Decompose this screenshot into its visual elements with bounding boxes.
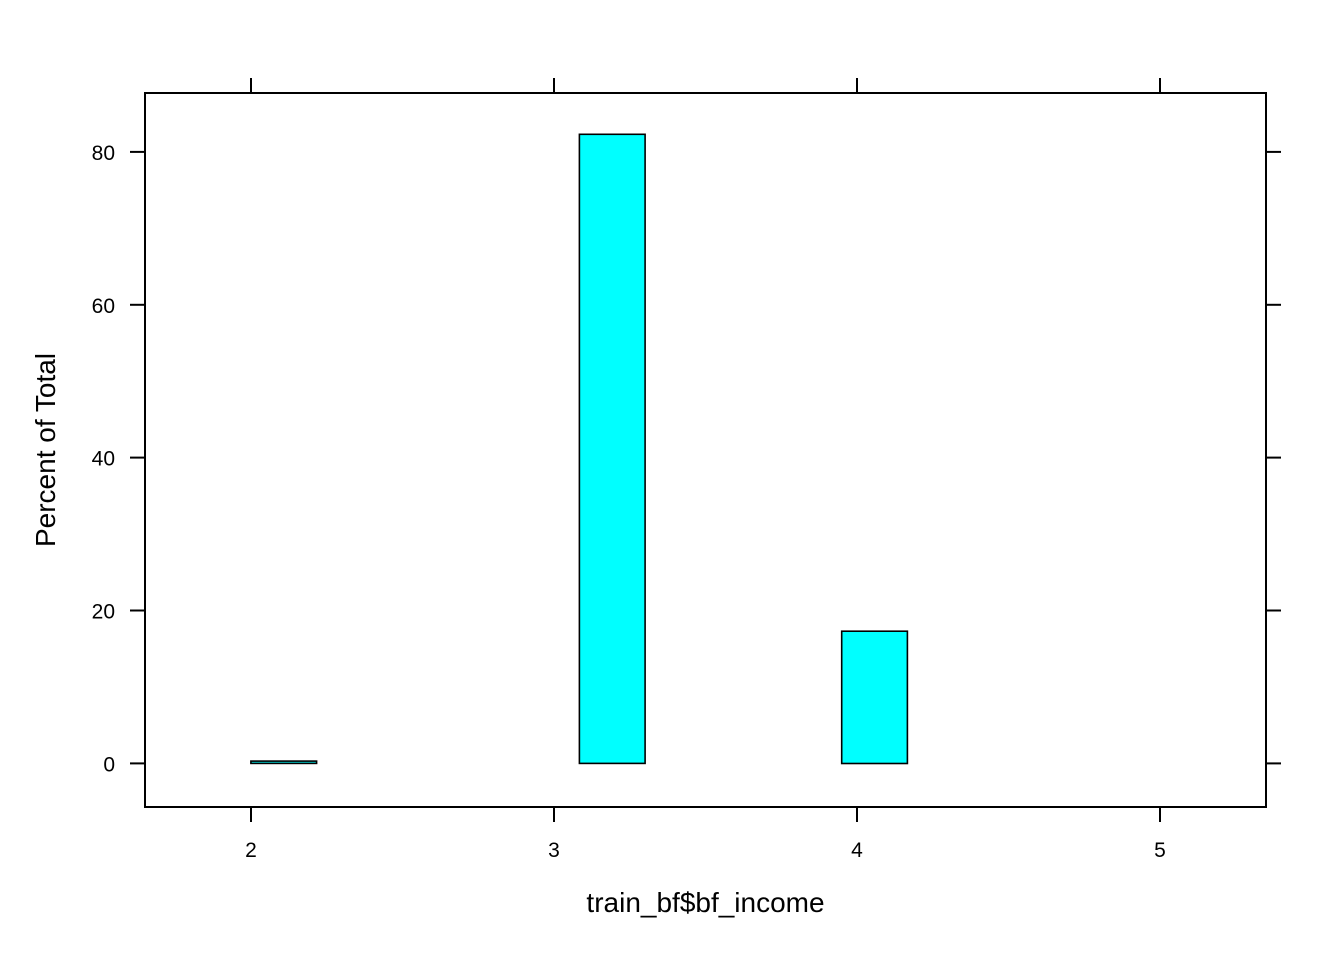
x-axis-title: train_bf$bf_income	[586, 887, 824, 918]
y-tick-label-20: 20	[92, 601, 115, 624]
x-tick-label-2: 2	[245, 839, 257, 862]
y-tick-label-80: 80	[92, 142, 115, 165]
bar-9	[840, 630, 909, 765]
y-axis-title: Percent of Total	[30, 353, 61, 547]
x-tick-label-3: 3	[548, 839, 560, 862]
bar-0	[250, 760, 318, 765]
axis-ticks-group: 2 3 4 5 0 20 40 60 80	[92, 78, 1281, 862]
y-tick-label-40: 40	[92, 448, 115, 471]
x-tick-label-5: 5	[1154, 839, 1166, 862]
y-tick-label-0: 0	[103, 753, 115, 776]
x-tick-label-4: 4	[851, 839, 863, 862]
bar-5	[578, 133, 646, 765]
bars-group	[250, 133, 909, 765]
plot-panel-border	[144, 92, 1267, 808]
y-tick-label-60: 60	[92, 295, 115, 318]
